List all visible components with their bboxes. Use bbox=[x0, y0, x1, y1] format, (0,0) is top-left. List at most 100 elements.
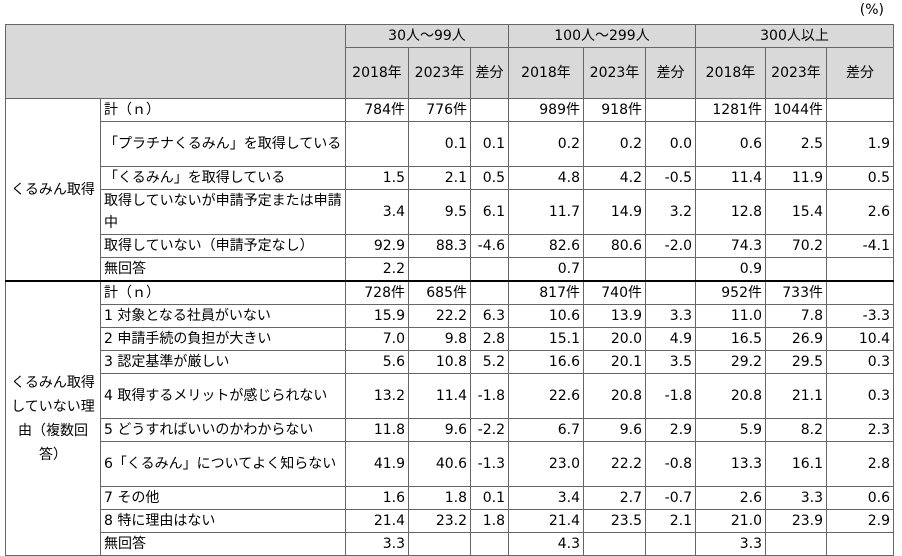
value-cell: 12.8 bbox=[695, 189, 766, 235]
value-cell: -0.8 bbox=[645, 441, 696, 487]
value-cell: 15.9 bbox=[345, 304, 409, 328]
value-cell: 1.8 bbox=[470, 509, 509, 533]
empty-cell bbox=[583, 532, 646, 556]
row-label: 無回答 bbox=[100, 257, 346, 282]
column-header: 差分 bbox=[826, 47, 894, 99]
value-cell: 82.6 bbox=[508, 234, 584, 258]
row-label: 取得していない（申請予定なし） bbox=[100, 234, 346, 258]
row-label: 1 対象となる社員がいない bbox=[100, 304, 346, 328]
value-cell: -2.2 bbox=[470, 418, 509, 442]
value-cell: 13.3 bbox=[695, 441, 766, 487]
value-cell: 2.8 bbox=[470, 327, 509, 351]
value-cell: 88.3 bbox=[408, 234, 471, 258]
value-cell: 6.7 bbox=[508, 418, 584, 442]
value-cell: 2.9 bbox=[645, 418, 696, 442]
table-row: 取得していないが申請予定または申請中 3.4 9.5 6.1 11.7 14.9 3.2 12… bbox=[6, 189, 894, 235]
value-cell: 6.1 bbox=[470, 189, 509, 235]
value-cell: -4.1 bbox=[826, 234, 894, 258]
row-label: 2 申請手続の負担が大きい bbox=[100, 327, 346, 351]
value-cell: 23.2 bbox=[408, 509, 471, 533]
table-row: 5 どうすればいいのかわからない 11.8 9.6 -2.2 6.7 9.6 2.9 5.9 8… bbox=[6, 418, 894, 442]
table-row: 2 申請手続の負担が大きい 7.0 9.8 2.8 15.1 20.0 4.9 16.5 26.… bbox=[6, 327, 894, 351]
value-cell: 6.3 bbox=[470, 304, 509, 328]
value-cell: 10.6 bbox=[508, 304, 584, 328]
value-cell: 20.0 bbox=[583, 327, 646, 351]
header-row: 30人～99人 100人～299人 300人以上 bbox=[5, 24, 894, 99]
value-cell: 13.9 bbox=[583, 304, 646, 328]
value-cell: 685件 bbox=[408, 280, 471, 305]
empty-cell bbox=[826, 257, 894, 282]
row-label: 「くるみん」を取得している bbox=[100, 166, 346, 190]
value-cell: -1.3 bbox=[470, 441, 509, 487]
column-header: 差分 bbox=[470, 47, 509, 99]
value-cell: 8.2 bbox=[765, 418, 827, 442]
value-cell: 41.9 bbox=[345, 441, 409, 487]
group-header: 300人以上 bbox=[695, 24, 894, 48]
value-cell: 3.3 bbox=[645, 304, 696, 328]
value-cell: 1.9 bbox=[826, 121, 894, 167]
table-row: 無回答 3.3 4.3 3.3 bbox=[6, 532, 894, 556]
value-cell: 16.6 bbox=[508, 350, 584, 374]
empty-cell bbox=[470, 280, 509, 305]
row-label: 計（ｎ） bbox=[100, 98, 346, 122]
value-cell: 5.9 bbox=[695, 418, 766, 442]
table-row: 「くるみん」を取得している 1.5 2.1 0.5 4.8 4.2 -0.5 11.4 11.9… bbox=[6, 166, 894, 190]
table-row: 6「くるみん」についてよく知らない 41.9 40.6 -1.3 23.0 22.2 -0.… bbox=[6, 441, 894, 487]
empty-cell bbox=[470, 532, 509, 556]
value-cell: 0.6 bbox=[695, 121, 766, 167]
value-cell: 918件 bbox=[583, 98, 646, 122]
data-table: 30人～99人 100人～299人 300人以上 2018年 2023年 差分 2018年 2… bbox=[5, 24, 894, 556]
row-label: 3 認定基準が厳しい bbox=[100, 350, 346, 374]
value-cell: 2.1 bbox=[408, 166, 471, 190]
value-cell: 11.9 bbox=[765, 166, 827, 190]
value-cell: 2.2 bbox=[345, 257, 409, 282]
value-cell: 10.8 bbox=[408, 350, 471, 374]
value-cell: 15.4 bbox=[765, 189, 827, 235]
value-cell: 3.5 bbox=[645, 350, 696, 374]
value-cell: 20.8 bbox=[583, 373, 646, 419]
row-label: 6「くるみん」についてよく知らない bbox=[100, 441, 346, 487]
column-header: 2018年 bbox=[508, 47, 584, 99]
value-cell: 2.8 bbox=[826, 441, 894, 487]
value-cell: 989件 bbox=[508, 98, 584, 122]
value-cell: 11.7 bbox=[508, 189, 584, 235]
row-label: 取得していないが申請予定または申請中 bbox=[100, 189, 346, 235]
value-cell: 16.1 bbox=[765, 441, 827, 487]
empty-cell bbox=[470, 98, 509, 122]
group-header: 100人～299人 bbox=[508, 24, 696, 48]
value-cell: 740件 bbox=[583, 280, 646, 305]
value-cell: 7.0 bbox=[345, 327, 409, 351]
value-cell: 11.8 bbox=[345, 418, 409, 442]
value-cell: 728件 bbox=[345, 280, 409, 305]
value-cell: 2.9 bbox=[826, 509, 894, 533]
column-header: 2023年 bbox=[765, 47, 827, 99]
group-header: 30人～99人 bbox=[345, 24, 509, 48]
value-cell: 817件 bbox=[508, 280, 584, 305]
value-cell: 784件 bbox=[345, 98, 409, 122]
value-cell: 22.2 bbox=[408, 304, 471, 328]
value-cell: 0.3 bbox=[826, 373, 894, 419]
value-cell: 3.3 bbox=[765, 486, 827, 510]
value-cell: 11.4 bbox=[695, 166, 766, 190]
table-row: くるみん取得 計（ｎ） 784件 776件 989件 918件 1281件 1044件 bbox=[5, 98, 894, 282]
value-cell: 22.6 bbox=[508, 373, 584, 419]
value-cell: 29.5 bbox=[765, 350, 827, 374]
value-cell: 26.9 bbox=[765, 327, 827, 351]
value-cell: 5.2 bbox=[470, 350, 509, 374]
value-cell: 23.0 bbox=[508, 441, 584, 487]
empty-cell bbox=[645, 532, 696, 556]
value-cell: 9.8 bbox=[408, 327, 471, 351]
value-cell: 11.4 bbox=[408, 373, 471, 419]
value-cell: 1044件 bbox=[765, 98, 827, 122]
header-row: 2018年 2023年 差分 2018年 2023年 差分 2018年 2023年 差分 bbox=[6, 47, 894, 99]
value-cell: 952件 bbox=[695, 280, 766, 305]
empty-cell bbox=[408, 532, 471, 556]
corner-cell bbox=[5, 24, 346, 99]
column-header: 差分 bbox=[645, 47, 696, 99]
value-cell: 2.7 bbox=[583, 486, 646, 510]
empty-cell bbox=[765, 257, 827, 282]
section-label: くるみん取得していない理由（複数回答） bbox=[5, 280, 101, 556]
empty-cell bbox=[826, 532, 894, 556]
row-label: 7 その他 bbox=[100, 486, 346, 510]
value-cell: 3.4 bbox=[508, 486, 584, 510]
